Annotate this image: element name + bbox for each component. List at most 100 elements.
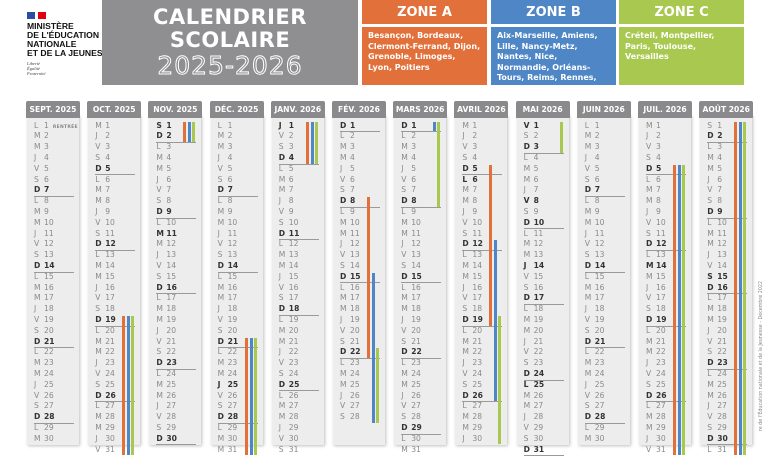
day-number: 12 [350, 239, 360, 248]
weekday-letter: M [707, 304, 717, 315]
day-number: 28 [472, 412, 482, 421]
weekday-letter: M [279, 412, 289, 423]
day-number: 2 [595, 131, 600, 140]
weekday-letter: M [585, 207, 595, 218]
weekday-letter: J [340, 315, 350, 326]
weekday-letter: M [34, 218, 44, 229]
weekday-letter: M [34, 142, 44, 153]
day-number: 6 [166, 175, 171, 184]
weekday-letter: J [462, 358, 472, 369]
weekday-letter: M [279, 401, 289, 412]
weekday-letter: M [340, 304, 350, 315]
day-number: 18 [289, 304, 300, 313]
weekday-letter: M [646, 121, 656, 132]
weekday-letter: M [156, 164, 166, 175]
weekday-letter: J [95, 358, 105, 369]
day-number: 21 [350, 337, 360, 346]
day-number: 11 [717, 229, 727, 238]
day-number: 1 [350, 121, 355, 130]
weekday-letter: L [156, 218, 166, 229]
day-number: 23 [717, 358, 728, 367]
day-number: 11 [289, 229, 300, 238]
weekday-letter: J [462, 434, 472, 445]
day-number: 9 [105, 207, 110, 216]
weekday-letter: M [585, 293, 595, 304]
day-number: 4 [289, 153, 294, 162]
weekday-letter: M [156, 380, 166, 391]
weekday-letter: S [524, 434, 534, 445]
day-number: 9 [534, 207, 539, 216]
weekday-letter: S [524, 131, 534, 142]
weekday-letter: S [585, 401, 595, 412]
weekday-letter: V [401, 175, 411, 186]
day-number: 27 [44, 401, 54, 410]
day-number: 27 [656, 401, 666, 410]
vacation-bar-zone-b [372, 273, 375, 423]
weekday-letter: M [462, 185, 472, 196]
day-number: 20 [44, 326, 54, 335]
weekday-letter: J [34, 304, 44, 315]
day-number: 30 [411, 434, 421, 443]
day-number: 15 [166, 272, 176, 281]
weekday-letter: D [646, 164, 656, 175]
zone-c: ZONE C Créteil, Montpellier, Paris, Toul… [619, 0, 744, 85]
day-number: 29 [105, 423, 115, 432]
weekday-letter: M [707, 239, 717, 250]
day-number: 31 [105, 445, 115, 454]
zone-a: ZONE A Besançon, Bordeaux, Clermont-Ferr… [362, 0, 487, 85]
day-number: 19 [656, 315, 667, 324]
weekday-letter: D [156, 207, 166, 218]
day-number: 25 [472, 380, 482, 389]
day-number: 24 [595, 369, 605, 378]
weekday-letter: V [34, 164, 44, 175]
weekday-letter: D [524, 369, 534, 380]
day-number: 3 [656, 142, 661, 151]
day-number: 1 [105, 121, 110, 130]
day-number: 29 [595, 423, 605, 432]
day-number: 19 [350, 315, 360, 324]
day-number: 21 [472, 337, 482, 346]
day-number: 21 [656, 337, 666, 346]
day-number: 17 [228, 293, 238, 302]
day-number: 15 [534, 272, 544, 281]
day-number: 14 [166, 261, 176, 270]
day-number: 14 [105, 261, 115, 270]
day-number: 14 [656, 261, 667, 270]
day-number: 1 [472, 121, 477, 130]
weekday-letter: S [340, 337, 350, 348]
weekday-letter: J [462, 131, 472, 142]
day-number: 11 [472, 229, 482, 238]
day-number: 9 [289, 207, 294, 216]
day-number: 21 [105, 337, 115, 346]
weekday-letter: L [95, 175, 105, 186]
day-note: RENTRÉE [53, 125, 78, 130]
weekday-letter: M [401, 142, 411, 153]
weekday-letter: J [524, 337, 534, 348]
zone-c-academies: Créteil, Montpellier, Paris, Toulouse, V… [619, 27, 744, 85]
weekday-letter: S [156, 272, 166, 283]
weekday-letter: L [340, 207, 350, 218]
weekday-letter: M [462, 337, 472, 348]
weekday-letter: J [401, 239, 411, 250]
